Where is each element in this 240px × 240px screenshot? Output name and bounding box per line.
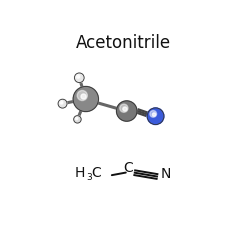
Circle shape <box>58 99 67 108</box>
Text: 3: 3 <box>86 173 92 182</box>
Circle shape <box>120 104 128 112</box>
Circle shape <box>81 94 86 99</box>
Circle shape <box>78 76 79 78</box>
Circle shape <box>147 108 164 125</box>
Text: C: C <box>91 166 101 180</box>
Circle shape <box>74 116 81 123</box>
Circle shape <box>76 118 78 119</box>
Circle shape <box>73 86 98 112</box>
Circle shape <box>77 90 87 101</box>
Circle shape <box>76 74 80 78</box>
Circle shape <box>123 107 127 111</box>
Circle shape <box>116 101 137 121</box>
Text: N: N <box>160 168 171 181</box>
Circle shape <box>60 101 63 104</box>
Text: Acetonitrile: Acetonitrile <box>75 34 171 52</box>
Circle shape <box>152 113 156 116</box>
Text: C: C <box>124 161 133 175</box>
Circle shape <box>61 102 63 104</box>
Circle shape <box>150 111 156 117</box>
Circle shape <box>74 73 84 83</box>
Text: H: H <box>74 166 85 180</box>
Circle shape <box>75 117 78 120</box>
